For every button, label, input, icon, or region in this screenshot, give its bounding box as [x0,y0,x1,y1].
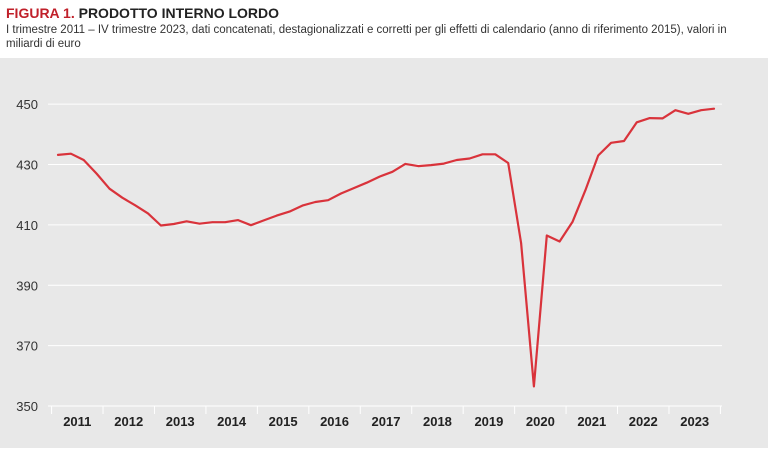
data-point [353,187,355,189]
data-point [224,221,227,223]
x-tick-label: 2013 [166,414,195,429]
data-point [211,221,214,223]
data-point [365,181,368,184]
data-point [417,165,419,167]
data-point [571,221,574,223]
data-point [700,109,702,112]
gdp-line-chart: 350 370 390 410 430 450 2011 2012 2013 2014 2015 2… [0,58,768,448]
y-tick-label: 390 [16,278,38,293]
data-point [288,210,291,213]
y-tick-label: 430 [16,158,38,173]
data-point [198,222,201,225]
chart-title: FIGURA 1. PRODOTTO INTERNO LORDO [6,4,762,22]
figure-title: PRODOTTO INTERNO LORDO [78,5,280,21]
data-point [160,224,162,227]
data-point [610,142,612,144]
y-tick-label: 450 [16,97,38,112]
x-tick-label: 2012 [114,414,143,429]
x-tick-label: 2017 [372,414,401,429]
data-point [648,117,651,119]
x-tick-label: 2023 [680,414,709,429]
data-point [391,170,394,173]
x-tick-label: 2022 [629,414,658,429]
data-point [147,212,149,215]
data-point [263,219,265,222]
data-point [584,189,587,191]
data-point [327,199,329,201]
data-point [121,196,124,199]
x-tick-label: 2018 [423,414,452,429]
data-point [172,223,175,225]
data-point [95,172,98,175]
data-point [713,107,715,110]
data-point [340,192,342,195]
data-point [314,201,317,203]
x-tick-label: 2019 [474,414,503,429]
data-point [597,154,600,157]
figure-label: FIGURA 1. [6,5,75,21]
data-point [301,204,304,207]
data-point [70,152,72,155]
data-point [533,385,535,388]
chart-container: 350 370 390 410 430 450 2011 2012 2013 2014 2015 2… [0,58,768,448]
x-tick-label: 2021 [577,414,606,429]
data-point [558,240,561,243]
data-point [661,117,664,120]
data-point [443,162,445,165]
data-point [623,140,625,142]
x-tick-label: 2015 [269,414,298,429]
data-point [494,153,497,156]
x-tick-label: 2020 [526,414,555,429]
data-point [404,163,407,165]
data-point [636,121,638,124]
data-point [378,175,381,178]
data-point [108,187,111,190]
data-point [481,153,484,156]
y-tick-label: 370 [16,339,38,354]
y-tick-label: 410 [16,218,38,233]
gdp-series-line [56,107,716,388]
data-point [545,234,548,237]
x-tick-label: 2016 [320,414,349,429]
data-point [275,214,278,217]
data-point [185,220,188,223]
y-tick-label: 350 [16,399,38,414]
plot-background [0,58,768,448]
data-point [674,109,677,112]
data-point [455,159,458,161]
data-point [520,242,522,244]
data-point [134,204,136,207]
data-point [82,159,85,161]
data-point [237,219,239,221]
data-point [468,157,471,160]
chart-subtitle: I trimestre 2011 – IV trimestre 2023, da… [6,24,727,50]
data-point [250,224,252,227]
x-tick-label: 2011 [63,414,91,429]
chart-header: FIGURA 1. PRODOTTO INTERNO LORDO I trime… [6,4,762,51]
data-point [57,154,59,156]
data-point [430,164,432,166]
data-point [507,162,509,164]
x-tick-label: 2014 [217,414,247,429]
data-point [687,113,690,115]
